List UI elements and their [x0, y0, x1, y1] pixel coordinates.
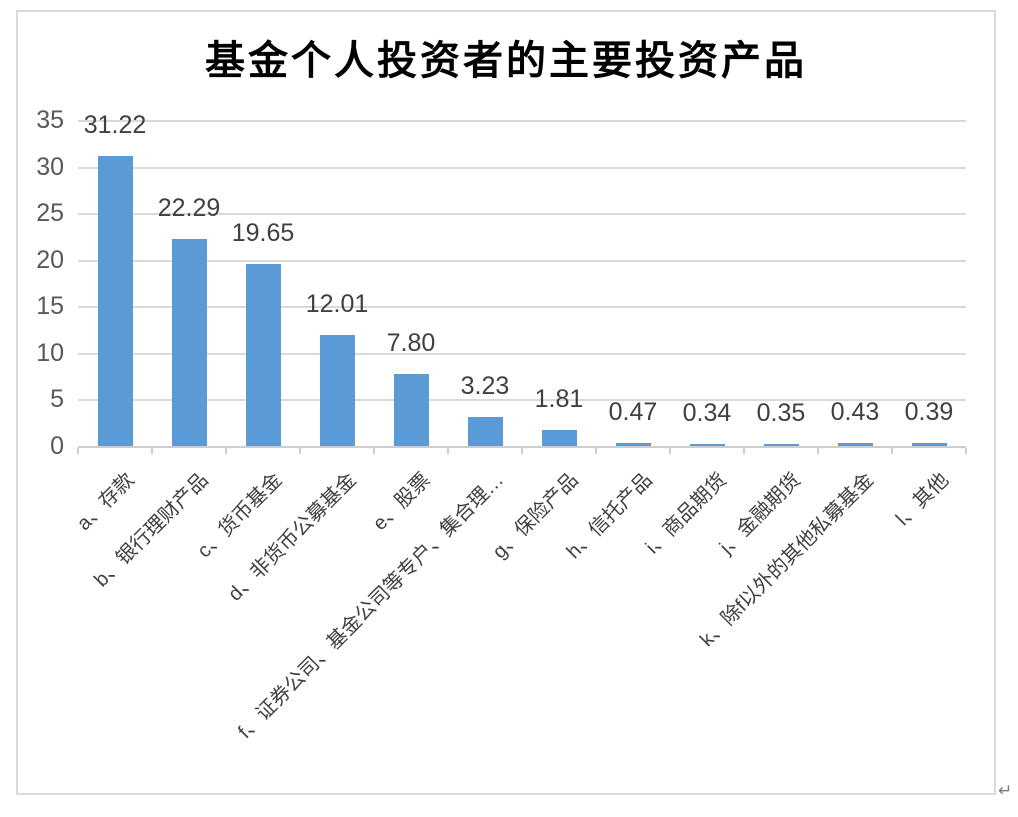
x-axis-tick-mark [817, 448, 819, 454]
gridline [78, 213, 966, 216]
bar-data-label: 0.34 [682, 398, 732, 427]
y-axis: 0 5 10 15 20 25 30 35 [18, 108, 64, 459]
y-axis-tick-label: 35 [36, 106, 64, 134]
bar [319, 335, 355, 447]
bar [763, 443, 799, 447]
y-axis-tick-label: 10 [36, 338, 64, 367]
gridline [78, 352, 966, 355]
gridline [78, 120, 966, 122]
x-axis-tick-mark [669, 448, 671, 454]
gridline [78, 399, 966, 402]
bar [541, 430, 577, 447]
bar-data-label: 0.47 [608, 397, 658, 426]
x-axis-tick-mark [891, 448, 893, 454]
y-axis-tick-label: 0 [50, 432, 64, 460]
x-axis-line [78, 446, 966, 448]
gridline [78, 259, 966, 262]
x-axis-tick-mark [743, 448, 745, 454]
bar [171, 239, 207, 447]
bar-data-label: 12.01 [305, 290, 369, 319]
bar [911, 443, 947, 447]
y-axis-tick-label: 15 [36, 292, 64, 321]
bar [245, 263, 281, 447]
bar [393, 374, 429, 447]
y-axis-tick-label: 25 [36, 199, 64, 228]
x-axis-tick-mark [373, 448, 375, 454]
x-axis-tick-mark [151, 448, 153, 454]
chart-frame: 基金个人投资者的主要投资产品 0 5 10 15 20 25 30 35 31.22 22.29… [16, 10, 996, 795]
bar-data-label: 0.35 [756, 398, 806, 427]
gridline [78, 166, 966, 169]
bar [97, 156, 133, 447]
bar-data-label: 0.39 [904, 398, 954, 427]
bar-data-label: 22.29 [157, 194, 221, 223]
x-axis-tick-mark [965, 448, 967, 454]
bar [837, 443, 873, 447]
bar [615, 442, 651, 447]
x-axis-tick-mark [299, 448, 301, 454]
x-axis-category-label: d、非货币公募基金 [223, 469, 361, 606]
bar-data-label: 31.22 [83, 111, 147, 140]
gridline [78, 306, 966, 309]
paragraph-mark-icon: ↵ [998, 781, 1013, 800]
y-axis-tick-label: 5 [50, 385, 64, 414]
x-axis-category-label: f、证券公司、基金公司等专户、集合理… [234, 469, 509, 744]
x-axis-category-label: l、其他 [891, 469, 953, 531]
bar-data-label: 7.80 [386, 329, 436, 358]
bar-data-label: 3.23 [460, 371, 510, 400]
y-axis-tick-label: 20 [36, 245, 64, 274]
x-axis-category-label: e、股票 [368, 469, 435, 535]
y-axis-tick-label: 30 [36, 152, 64, 181]
bar [689, 443, 725, 447]
x-axis-tick-mark [77, 448, 79, 454]
x-axis-tick-mark [521, 448, 523, 454]
x-axis-tick-mark [225, 448, 227, 454]
x-axis-tick-mark [595, 448, 597, 454]
bar-data-label: 1.81 [534, 385, 584, 414]
x-axis-tick-mark [447, 448, 449, 454]
bar-data-label: 0.43 [830, 398, 880, 426]
x-axis-category-label: a、存款 [72, 469, 139, 535]
bar-data-label: 19.65 [231, 218, 295, 247]
chart-title: 基金个人投资者的主要投资产品 [205, 39, 807, 83]
plot-area: 31.22 22.29 19.65 12.01 7.80 3.23 1.81 0.47 0.34… [77, 113, 967, 454]
bar [467, 416, 503, 447]
